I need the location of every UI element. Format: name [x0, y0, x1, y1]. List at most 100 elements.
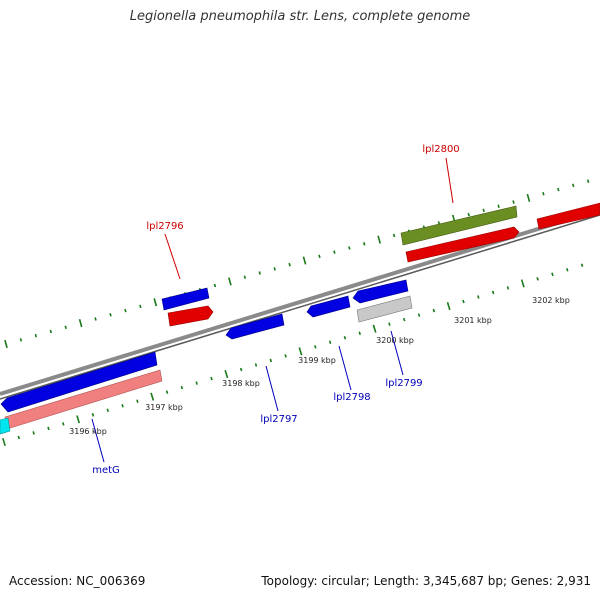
upper-tick — [392, 233, 396, 238]
lower-tick — [47, 426, 50, 431]
upper-tick — [467, 212, 470, 217]
upper-tick — [526, 193, 531, 202]
upper-tick — [377, 235, 382, 244]
lower-tick — [462, 299, 465, 304]
lower-tick — [32, 431, 35, 435]
gene-label-lpl2797: lpl2797 — [260, 414, 297, 425]
lower-tick — [224, 369, 229, 379]
upper-tick — [34, 333, 38, 338]
lower-tick — [150, 392, 155, 401]
upper-tick — [273, 267, 276, 271]
callout-lpl2798 — [338, 345, 352, 391]
lower-tick — [284, 354, 287, 358]
lower-tick — [2, 437, 6, 447]
gene-label-metG: metG — [92, 465, 120, 476]
upper-tick — [94, 317, 97, 321]
upper-tick — [482, 208, 485, 213]
lower-tick — [314, 345, 317, 349]
accession-text: Accession: NC_006369 — [9, 574, 146, 588]
gene-other-cyan[interactable] — [0, 417, 11, 435]
callout-lpl2796 — [164, 233, 181, 280]
gene-lpl2796[interactable] — [167, 305, 214, 327]
lower-tick — [195, 381, 198, 385]
lower-tick — [566, 268, 569, 272]
lower-tick — [388, 322, 391, 326]
lower-tick — [477, 295, 480, 299]
lower-tick — [180, 385, 184, 390]
upper-tick — [19, 338, 23, 342]
lower-tick — [269, 358, 273, 363]
upper-tick — [64, 325, 67, 330]
lower-tick — [358, 331, 361, 335]
lower-tick — [520, 279, 525, 288]
lower-tick — [491, 290, 495, 295]
lower-tick — [372, 324, 377, 333]
upper-tick — [49, 329, 52, 334]
lower-tick — [298, 347, 303, 356]
lower-tick — [76, 415, 81, 424]
lower-tick — [402, 317, 406, 322]
gene-metG[interactable] — [0, 351, 158, 413]
tick-row-upper — [4, 179, 590, 349]
map-title: Legionella pneumophila str. Lens, comple… — [129, 9, 471, 24]
lower-tick — [136, 399, 139, 403]
upper-tick — [542, 191, 545, 196]
lower-tick — [417, 313, 421, 317]
lower-tick — [210, 376, 213, 381]
lower-tick — [328, 340, 332, 345]
gene-lpl2797[interactable] — [225, 313, 285, 340]
scale-label-3198: 3198 kbp — [222, 379, 260, 388]
lower-tick — [106, 408, 109, 413]
scale-label-3197: 3197 kbp — [145, 403, 183, 412]
upper-tick — [153, 298, 158, 307]
callout-metG — [91, 418, 105, 463]
gene-lpl2798[interactable] — [306, 295, 351, 318]
scale-label-3200: 3200 kbp — [376, 336, 414, 345]
upper-tick — [288, 262, 291, 267]
upper-tick — [333, 250, 336, 254]
lower-tick — [91, 413, 95, 417]
lower-tick — [62, 422, 65, 426]
upper-tick — [586, 179, 590, 183]
upper-tick — [139, 304, 142, 309]
upper-tick — [213, 283, 217, 288]
lower-tick — [165, 390, 169, 394]
gene-lpl2799[interactable] — [352, 279, 409, 304]
callout-lpl2799 — [390, 330, 404, 376]
lower-tick — [17, 435, 21, 440]
lower-tick — [254, 363, 258, 367]
gene-right-red[interactable] — [536, 202, 600, 230]
callout-lpl2800 — [445, 157, 454, 204]
upper-tick — [78, 319, 83, 328]
upper-tick — [348, 246, 351, 250]
tick-row-lower — [2, 263, 584, 447]
scale-label-3199: 3199 kbp — [298, 356, 336, 365]
gene-label-lpl2799: lpl2799 — [385, 378, 422, 389]
upper-tick — [557, 187, 560, 192]
gene-rna-olive[interactable] — [400, 205, 518, 246]
upper-tick — [243, 275, 247, 279]
lower-tick — [580, 263, 584, 268]
topology-text: Topology: circular; Length: 3,345,687 bp… — [261, 574, 591, 588]
upper-tick — [497, 204, 500, 208]
lower-tick — [446, 301, 451, 311]
scale-label-3196: 3196 kbp — [69, 427, 107, 436]
callout-lpl2797 — [265, 365, 279, 412]
backbone-lower — [0, 214, 600, 400]
upper-tick — [124, 308, 127, 313]
upper-tick — [302, 256, 307, 265]
gene-lpl2800-red[interactable] — [405, 226, 520, 263]
upper-tick — [363, 242, 366, 246]
gene-reverse-1[interactable] — [161, 287, 210, 311]
gene-label-lpl2796: lpl2796 — [146, 221, 183, 232]
scale-label-3202: 3202 kbp — [532, 296, 570, 305]
lower-tick — [506, 286, 510, 290]
upper-tick — [4, 339, 8, 349]
gene-pseudo-grey[interactable] — [356, 295, 413, 323]
lower-tick — [536, 277, 539, 281]
lower-tick — [239, 367, 243, 372]
upper-tick — [109, 313, 112, 317]
gene-label-lpl2800: lpl2800 — [422, 144, 459, 155]
scale-label-3201: 3201 kbp — [454, 316, 492, 325]
